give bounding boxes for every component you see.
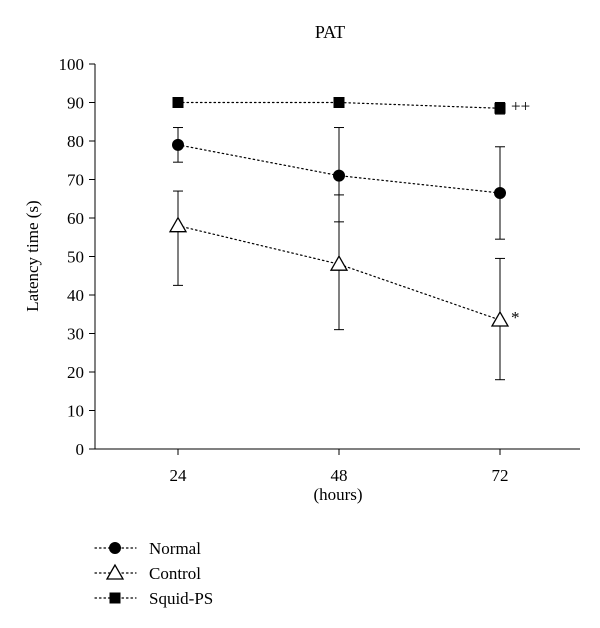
legend-marker-squid-ps xyxy=(109,592,121,604)
control-series-line xyxy=(177,225,501,321)
annotation-label: ++ xyxy=(511,96,530,115)
y-axis-title: Latency time (s) xyxy=(23,200,42,311)
squid-ps-point xyxy=(172,97,184,108)
y-tick-label: 90 xyxy=(67,94,84,113)
y-tick-label: 10 xyxy=(67,402,84,421)
y-tick-label: 0 xyxy=(76,440,85,459)
legend-label-squid-ps: Squid-PS xyxy=(149,589,213,608)
annotation-label: * xyxy=(511,308,520,327)
control-point xyxy=(490,310,510,327)
legend-marker-control xyxy=(105,563,125,580)
control-point xyxy=(168,216,188,233)
y-tick-label: 20 xyxy=(67,363,84,382)
y-tick-label: 50 xyxy=(67,248,84,267)
squid-ps-point xyxy=(333,97,345,108)
y-tick-label: 30 xyxy=(67,325,84,344)
y-tick-label: 40 xyxy=(67,286,84,305)
normal-point xyxy=(172,138,184,151)
y-tick-label: 60 xyxy=(67,209,84,228)
normal-point xyxy=(494,186,506,199)
y-tick-label: 80 xyxy=(67,132,84,151)
x-tick-label: 72 xyxy=(492,466,509,485)
x-tick-label: 48 xyxy=(331,466,348,485)
legend-label-normal: Normal xyxy=(149,539,201,558)
legend-marker-normal xyxy=(109,542,121,554)
control-point xyxy=(329,254,349,271)
legend-label-control: Control xyxy=(149,564,201,583)
squid-ps-series-line xyxy=(177,101,501,109)
x-tick-label: 24 xyxy=(170,466,188,485)
squid-ps-point xyxy=(494,102,506,114)
chart-title: PAT xyxy=(315,22,345,42)
normal-point xyxy=(333,169,345,182)
y-tick-label: 100 xyxy=(59,55,85,74)
x-axis-title: (hours) xyxy=(313,485,362,504)
y-tick-label: 70 xyxy=(67,171,84,190)
